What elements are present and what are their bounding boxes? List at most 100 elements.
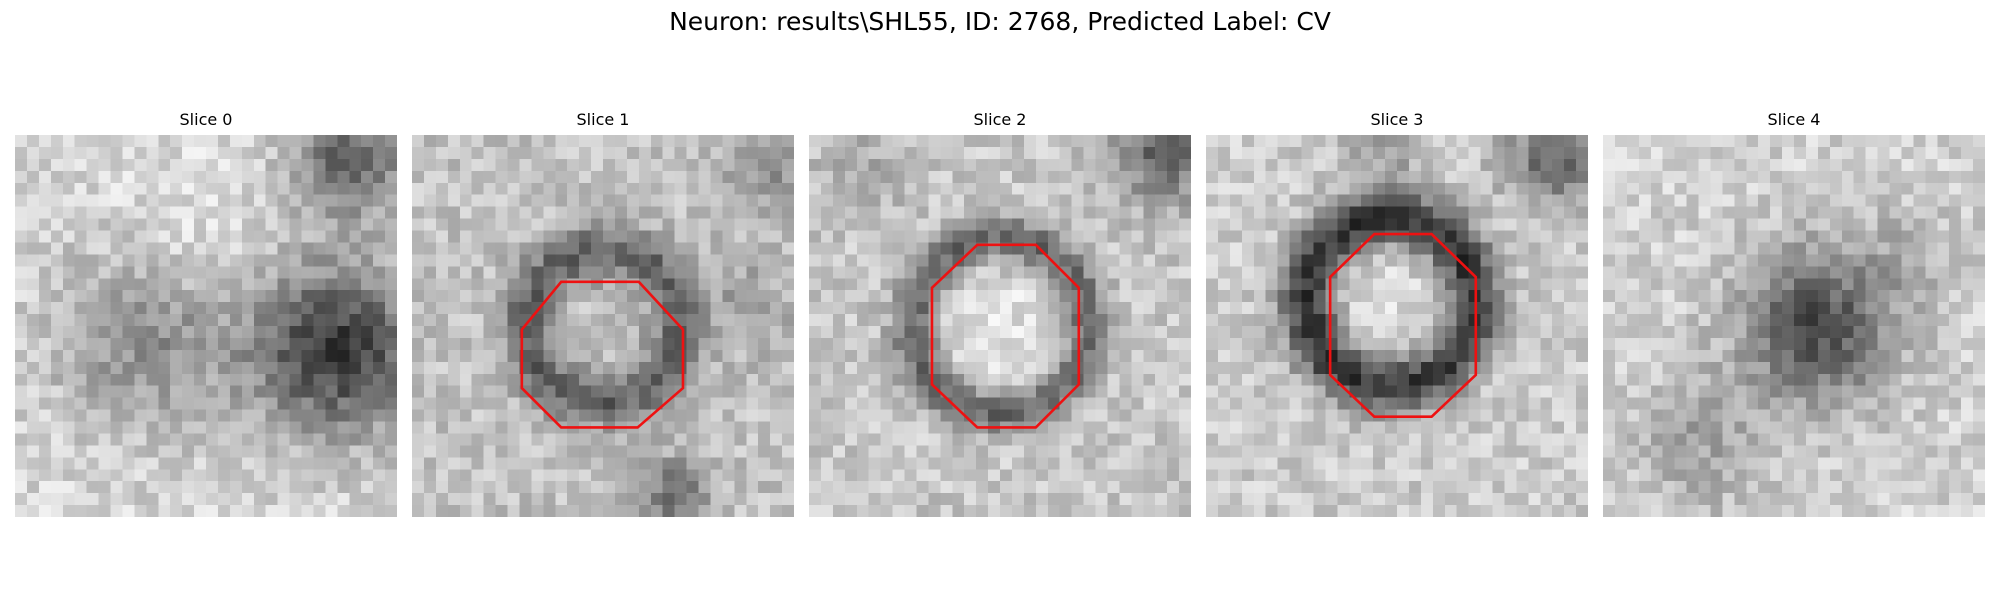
pixel [182, 409, 195, 422]
pixel [1901, 194, 1914, 207]
pixel [1614, 146, 1628, 160]
pixel [698, 469, 711, 482]
pixel [1408, 385, 1422, 398]
pixel [1698, 433, 1711, 446]
pixel [1710, 278, 1723, 291]
pixel [1480, 206, 1493, 219]
pixel [809, 314, 822, 327]
pixel [928, 326, 941, 339]
pixel [1722, 206, 1735, 219]
pixel [1480, 361, 1493, 374]
pixel [614, 314, 628, 327]
pixel [710, 194, 723, 207]
pixel [1734, 230, 1747, 243]
pixel [1901, 242, 1914, 255]
pixel [638, 505, 651, 517]
pixel [1468, 170, 1481, 183]
pixel [952, 337, 965, 351]
pixel [1805, 182, 1819, 195]
pixel [1794, 182, 1807, 195]
pixel [591, 302, 604, 315]
pixel [1420, 361, 1434, 374]
pixel [1397, 481, 1410, 494]
pixel [1650, 433, 1663, 446]
pixel [1770, 314, 1783, 327]
pixel [1794, 218, 1807, 231]
pixel [820, 505, 834, 517]
pixel [976, 469, 989, 482]
pixel [940, 242, 953, 255]
pixel [603, 481, 616, 494]
pixel [1011, 433, 1025, 446]
pixel [722, 493, 735, 506]
pixel [782, 278, 794, 291]
pixel [1913, 290, 1926, 303]
pixel [1877, 302, 1890, 315]
pixel [241, 385, 254, 398]
pixel [1241, 326, 1254, 339]
pixel [110, 170, 123, 183]
pixel [15, 385, 28, 398]
pixel [1131, 421, 1144, 434]
pixel [591, 158, 604, 172]
pixel [1638, 194, 1651, 207]
pixel [782, 302, 794, 315]
pixel [373, 218, 386, 231]
pixel [1540, 218, 1553, 231]
pixel [1877, 397, 1890, 410]
pixel [1000, 206, 1013, 219]
pixel [495, 457, 508, 470]
pixel [361, 457, 374, 470]
pixel [194, 266, 207, 279]
pixel [1614, 349, 1628, 363]
pixel [1564, 135, 1577, 148]
pixel [1083, 290, 1096, 303]
pixel [1289, 218, 1302, 231]
pixel [1698, 421, 1711, 434]
pixel [1829, 457, 1842, 470]
pixel [1722, 230, 1735, 243]
pixel [206, 266, 219, 279]
pixel [856, 146, 869, 160]
pixel [253, 266, 266, 279]
pixel [1217, 349, 1231, 363]
pixel [1456, 194, 1469, 207]
pixel [50, 505, 63, 517]
pixel [253, 206, 266, 219]
pixel [1361, 290, 1374, 303]
pixel [1576, 242, 1588, 255]
pixel [1901, 409, 1914, 422]
pixel [1901, 135, 1914, 148]
pixel [337, 493, 350, 506]
pixel [1229, 206, 1243, 219]
pixel [809, 361, 822, 374]
pixel [1349, 242, 1362, 255]
pixel [1662, 135, 1675, 148]
pixel [50, 290, 63, 303]
pixel [782, 445, 794, 458]
pixel [1552, 290, 1565, 303]
pixel [1071, 409, 1084, 422]
pixel [543, 302, 556, 315]
pixel [1770, 373, 1783, 386]
pixel [74, 373, 87, 386]
pixel [1000, 349, 1013, 363]
pixel [1432, 457, 1445, 470]
pixel [62, 242, 75, 255]
pixel [1420, 421, 1434, 434]
pixel [555, 218, 568, 231]
pixel [229, 373, 243, 386]
pixel [650, 218, 663, 231]
pixel [1289, 135, 1302, 148]
pixel [782, 326, 794, 339]
pixel [86, 481, 99, 494]
pixel [50, 373, 63, 386]
pixel [1143, 433, 1156, 446]
pixel [1289, 170, 1302, 183]
pixel [206, 505, 219, 517]
pixel [1444, 170, 1457, 183]
pixel [1349, 230, 1362, 243]
pixel [110, 194, 123, 207]
pixel [1686, 457, 1699, 470]
pixel [1361, 206, 1374, 219]
